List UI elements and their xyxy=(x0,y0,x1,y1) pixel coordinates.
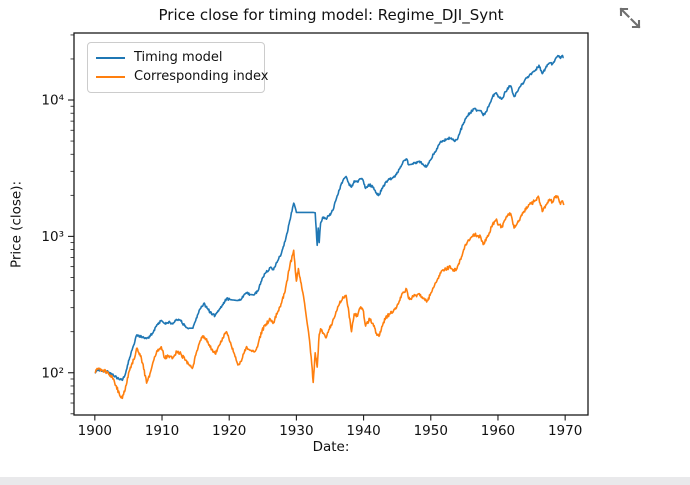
x-tick-label: 1910 xyxy=(145,423,179,439)
x-tick-label: 1950 xyxy=(414,423,448,439)
x-axis-label: Date: xyxy=(312,439,350,455)
x-tick-label: 1960 xyxy=(481,423,515,439)
y-axis-label: Price (close): xyxy=(8,180,25,269)
legend: Timing model Corresponding index xyxy=(87,42,268,93)
x-tick-label: 1930 xyxy=(279,423,313,439)
legend-swatch-timing-model xyxy=(96,56,125,59)
legend-item-corresponding-index: Corresponding index xyxy=(96,67,268,86)
expand-icon[interactable] xyxy=(617,5,643,31)
series-line-corresponding-index xyxy=(94,195,565,400)
y-tick-label: 10³ xyxy=(41,229,64,245)
x-tick-label: 1920 xyxy=(212,423,246,439)
chart-title: Price close for timing model: Regime_DJI… xyxy=(158,6,504,24)
plot-border xyxy=(73,32,589,416)
page-footer-strip xyxy=(0,477,690,485)
y-tick-label: 10⁴ xyxy=(41,93,64,109)
x-tick-label: 1900 xyxy=(78,423,112,439)
x-tick-label: 1970 xyxy=(548,423,582,439)
legend-label-timing-model: Timing model xyxy=(134,50,223,65)
legend-swatch-corresponding-index xyxy=(96,75,125,78)
y-tick-label: 10² xyxy=(41,365,64,381)
legend-label-corresponding-index: Corresponding index xyxy=(134,69,269,84)
legend-item-timing-model: Timing model xyxy=(96,48,256,67)
x-tick-label: 1940 xyxy=(346,423,380,439)
series-line-timing-model xyxy=(94,54,564,382)
